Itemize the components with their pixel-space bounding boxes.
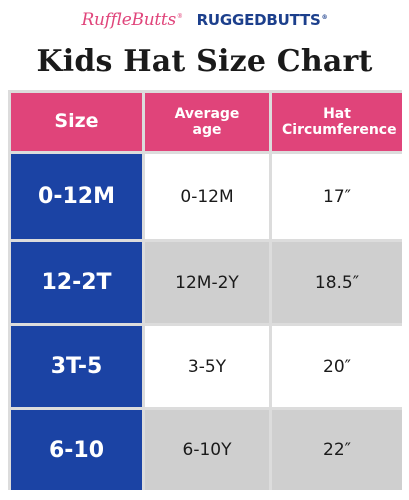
age-cell: 6-10Y — [145, 410, 269, 490]
header-average-age: Average age — [145, 93, 269, 151]
ruggedbutts-logo: RUGGEDBUTTS® — [196, 11, 328, 29]
size-cell: 3T-5 — [11, 326, 142, 407]
header-hat-circumference-label: Hat Circumference — [282, 105, 397, 138]
circumference-cell: 20″ — [272, 326, 402, 407]
header-hat-circumference: Hat Circumference — [272, 93, 402, 151]
size-chart-table: Size Average age Hat Circumference 0-12M… — [8, 90, 402, 490]
brand-logos: RuffleButts® RUGGEDBUTTS® — [0, 6, 409, 34]
header-size: Size — [11, 93, 142, 151]
page-title: Kids Hat Size Chart — [36, 44, 373, 79]
age-cell: 3-5Y — [145, 326, 269, 407]
circumference-cell: 18.5″ — [272, 242, 402, 323]
age-cell: 0-12M — [145, 154, 269, 239]
size-cell: 6-10 — [11, 410, 142, 490]
circumference-cell: 22″ — [272, 410, 402, 490]
header-average-age-label: Average age — [174, 105, 240, 138]
circumference-cell: 17″ — [272, 154, 402, 239]
age-cell: 12M-2Y — [145, 242, 269, 323]
size-cell: 12-2T — [11, 242, 142, 323]
rufflebutts-logo: RuffleButts® — [81, 10, 183, 30]
size-cell: 0-12M — [11, 154, 142, 239]
